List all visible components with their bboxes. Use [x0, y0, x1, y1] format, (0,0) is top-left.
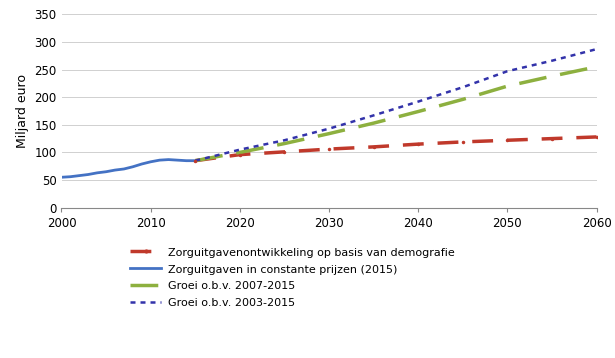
Zorguitgavenontwikkeling op basis van demografie [325, 147, 333, 151]
Groei o.b.v. 2007-2015 [325, 131, 333, 136]
Line: Groei o.b.v. 2007-2015: Groei o.b.v. 2007-2015 [195, 67, 597, 161]
Zorguitgavenontwikkeling op basis van demografie [415, 142, 422, 146]
Line: Zorguitgaven in constante prijzen (2015): Zorguitgaven in constante prijzen (2015) [62, 160, 195, 177]
Zorguitgavenontwikkeling op basis van demografie [370, 145, 377, 149]
Zorguitgavenontwikkeling op basis van demografie [504, 138, 511, 142]
Zorguitgavenontwikkeling op basis van demografie [191, 159, 199, 163]
Zorguitgavenontwikkeling op basis van demografie [548, 136, 555, 141]
Legend: Zorguitgavenontwikkeling op basis van demografie, Zorguitgaven in constante prij: Zorguitgavenontwikkeling op basis van de… [125, 242, 459, 313]
Groei o.b.v. 2003-2015 [459, 85, 466, 90]
Zorguitgaven in constante prijzen (2015) [138, 162, 145, 166]
Line: Groei o.b.v. 2003-2015: Groei o.b.v. 2003-2015 [195, 49, 597, 161]
Zorguitgaven in constante prijzen (2015) [111, 168, 119, 172]
Groei o.b.v. 2003-2015 [370, 113, 377, 117]
Zorguitgaven in constante prijzen (2015) [173, 158, 181, 162]
Groei o.b.v. 2003-2015 [325, 126, 333, 131]
Groei o.b.v. 2003-2015 [280, 138, 288, 142]
Groei o.b.v. 2007-2015 [236, 150, 244, 155]
Groei o.b.v. 2003-2015 [415, 100, 422, 104]
Zorguitgaven in constante prijzen (2015) [120, 167, 127, 171]
Zorguitgaven in constante prijzen (2015) [165, 158, 172, 162]
Zorguitgaven in constante prijzen (2015) [129, 165, 137, 169]
Zorguitgavenontwikkeling op basis van demografie [280, 150, 288, 154]
Groei o.b.v. 2007-2015 [280, 141, 288, 146]
Groei o.b.v. 2003-2015 [548, 59, 555, 63]
Groei o.b.v. 2007-2015 [459, 97, 466, 102]
Groei o.b.v. 2007-2015 [415, 110, 422, 114]
Groei o.b.v. 2003-2015 [593, 47, 600, 51]
Zorguitgaven in constante prijzen (2015) [66, 175, 74, 179]
Groei o.b.v. 2003-2015 [191, 159, 199, 163]
Groei o.b.v. 2007-2015 [504, 84, 511, 88]
Groei o.b.v. 2003-2015 [504, 69, 511, 73]
Zorguitgaven in constante prijzen (2015) [102, 170, 109, 174]
Zorguitgavenontwikkeling op basis van demografie [593, 135, 600, 139]
Zorguitgaven in constante prijzen (2015) [191, 159, 199, 163]
Zorguitgaven in constante prijzen (2015) [183, 159, 190, 163]
Zorguitgavenontwikkeling op basis van demografie [236, 153, 244, 157]
Zorguitgaven in constante prijzen (2015) [84, 172, 92, 176]
Zorguitgavenontwikkeling op basis van demografie [459, 140, 466, 144]
Groei o.b.v. 2003-2015 [236, 147, 244, 152]
Y-axis label: Miljard euro: Miljard euro [16, 74, 29, 148]
Zorguitgaven in constante prijzen (2015) [93, 171, 101, 175]
Groei o.b.v. 2007-2015 [191, 159, 199, 163]
Zorguitgaven in constante prijzen (2015) [76, 174, 83, 178]
Groei o.b.v. 2007-2015 [593, 65, 600, 69]
Zorguitgaven in constante prijzen (2015) [147, 160, 154, 164]
Zorguitgaven in constante prijzen (2015) [156, 158, 163, 162]
Groei o.b.v. 2007-2015 [548, 74, 555, 78]
Groei o.b.v. 2007-2015 [370, 121, 377, 125]
Zorguitgaven in constante prijzen (2015) [58, 175, 65, 179]
Line: Zorguitgavenontwikkeling op basis van demografie: Zorguitgavenontwikkeling op basis van de… [195, 137, 597, 161]
